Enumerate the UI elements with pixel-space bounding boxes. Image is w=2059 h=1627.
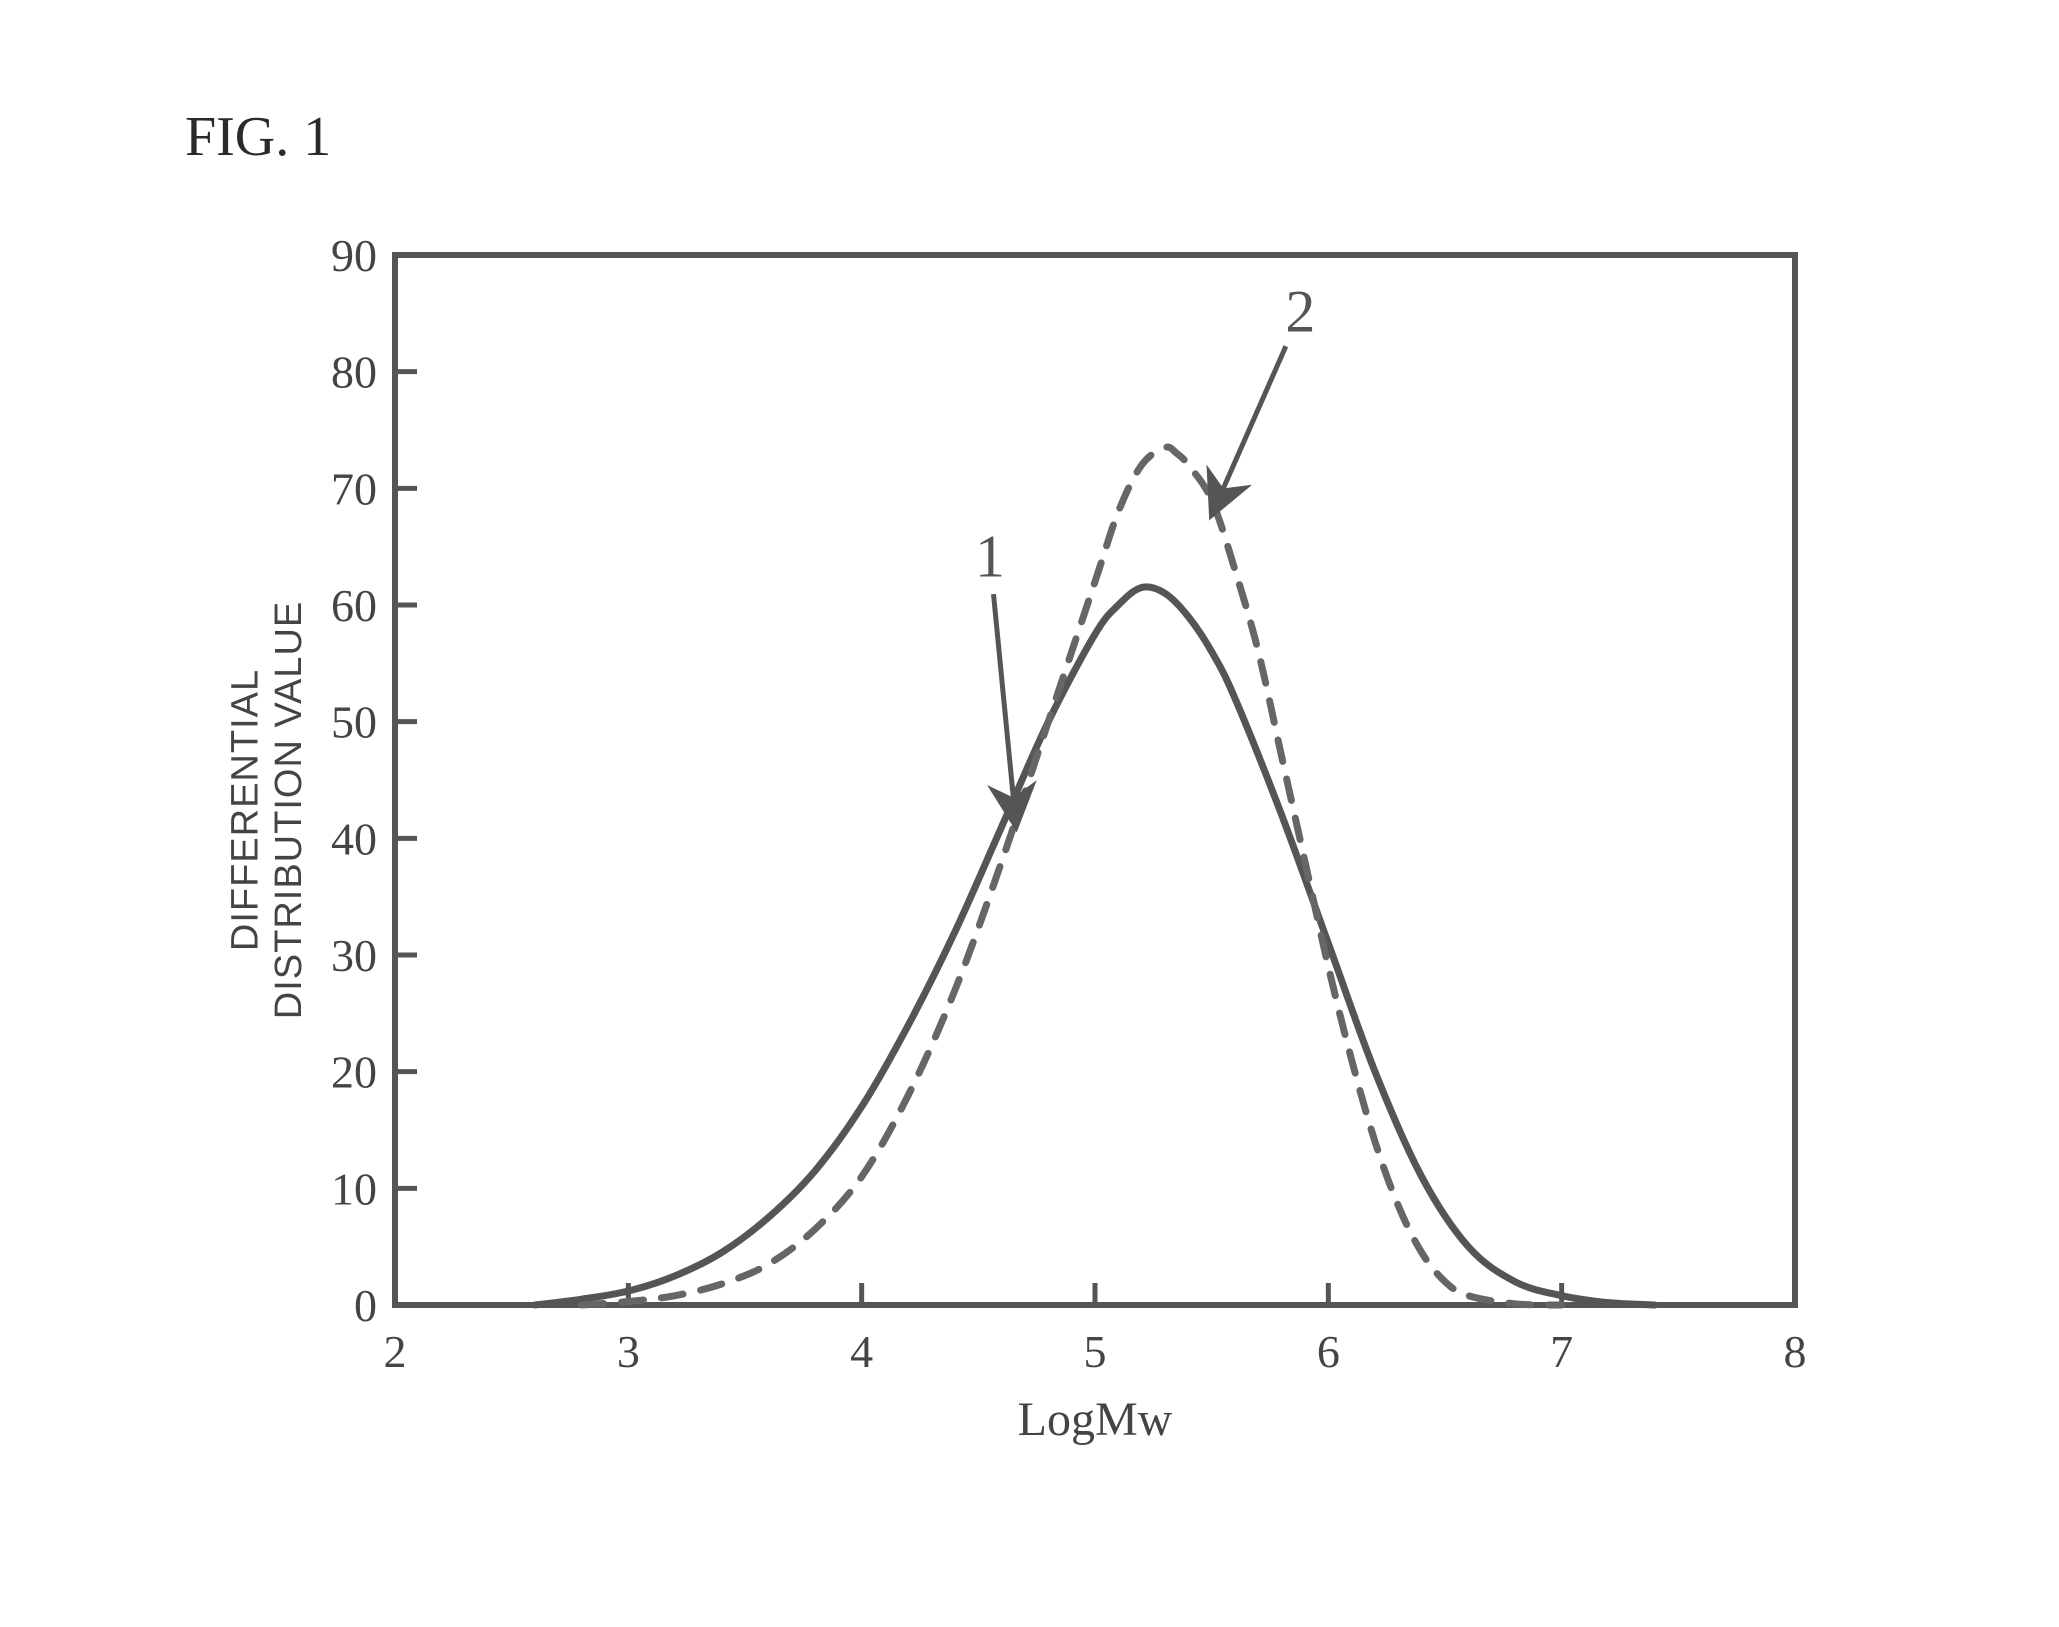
y-tick-label: 40 [331,813,377,864]
label-1: 1 [975,523,1005,589]
x-tick-label: 3 [617,1326,640,1377]
x-tick-label: 4 [850,1326,873,1377]
chart-wrapper: 23456780102030405060708090LogMwDIFFERENT… [160,210,1880,1510]
x-tick-label: 8 [1784,1326,1807,1377]
x-tick-label: 6 [1317,1326,1340,1377]
distribution-chart: 23456780102030405060708090LogMwDIFFERENT… [160,210,1880,1510]
label-2: 2 [1285,278,1315,344]
x-tick-label: 2 [384,1326,407,1377]
y-axis-label: DIFFERENTIALDISTRIBUTION VALUE [224,601,310,1019]
x-tick-label: 5 [1084,1326,1107,1377]
x-axis-label: LogMw [1018,1393,1173,1446]
y-tick-label: 60 [331,580,377,631]
figure-container: FIG. 1 23456780102030405060708090LogMwDI… [0,0,2059,1627]
y-tick-label: 30 [331,930,377,981]
y-tick-label: 70 [331,463,377,514]
y-tick-label: 0 [354,1280,377,1331]
y-tick-label: 80 [331,347,377,398]
figure-title: FIG. 1 [185,105,331,169]
x-tick-label: 7 [1550,1326,1573,1377]
y-tick-label: 90 [331,230,377,281]
y-tick-label: 20 [331,1047,377,1098]
y-tick-label: 50 [331,697,377,748]
plot-area [395,255,1795,1305]
y-tick-label: 10 [331,1163,377,1214]
